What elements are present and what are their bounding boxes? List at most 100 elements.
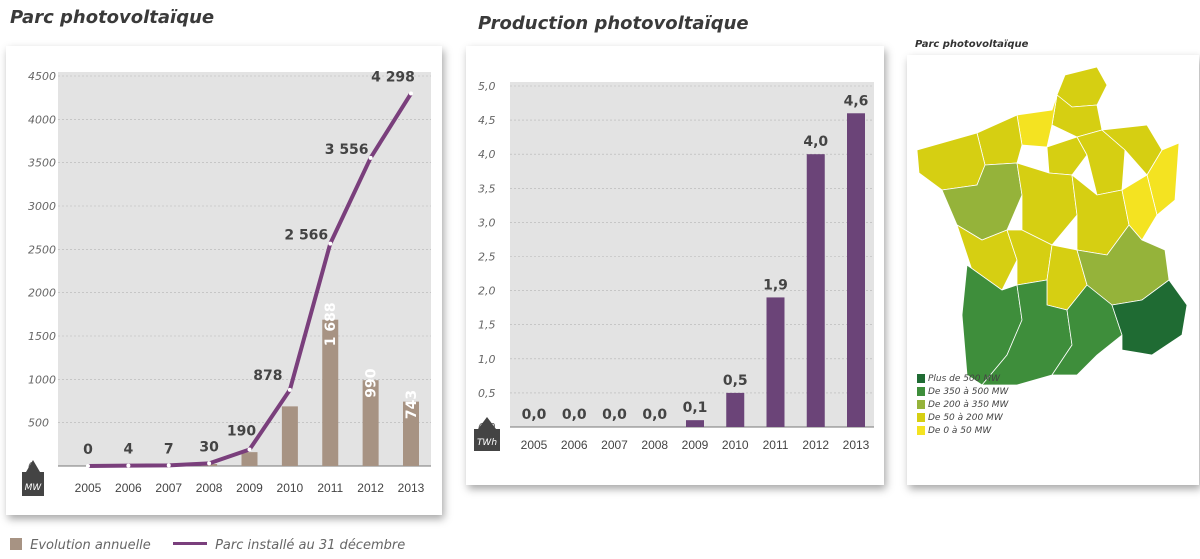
map-title: Parc photovoltaïque (915, 39, 1029, 50)
production-chart-panel: 5,0 4,5 4,0 3,5 3,0 2,5 2,0 1,5 1,0 0,5 0,0 0,0 0,0 0… (466, 46, 884, 485)
map-panel: Parc photovoltaïque Plus de 500 MW De 350… (907, 39, 1199, 485)
x-tick-label: 2008 (196, 481, 223, 495)
map-legend-swatch (917, 374, 925, 383)
map-legend-label: De 350 à 500 MW (928, 386, 1009, 397)
x-tick-label: 2007 (155, 481, 182, 495)
unit-badge (474, 429, 500, 451)
line-value-label: 7 (164, 441, 174, 457)
bar-evolution (403, 401, 419, 466)
x-tick-label: 2006 (561, 438, 588, 452)
map-legend-swatch (917, 387, 925, 396)
bar-value-label: 1 688 (323, 302, 339, 346)
line-value-label: 878 (253, 368, 282, 384)
bar-value-label: 743 (404, 390, 420, 419)
legend-bar-swatch (10, 538, 22, 550)
y-tick-label: 2,0 (478, 285, 496, 298)
bar-value-label: 4,0 (803, 134, 828, 150)
line-point (207, 461, 212, 466)
x-tick-label: 2009 (236, 481, 263, 495)
map-legend-item: De 0 à 50 MW (917, 425, 1008, 436)
map-region-franche-comte (1121, 174, 1158, 241)
unit-badge (22, 472, 44, 496)
y-tick-label: 2500 (28, 243, 56, 256)
bar-evolution (322, 319, 339, 466)
bar-evolution (362, 380, 379, 466)
legend-line-label: Parc installé au 31 décembre (215, 538, 406, 553)
x-tick-label: 2005 (521, 438, 548, 452)
map-legend-swatch (917, 413, 925, 422)
y-tick-label: 1000 (28, 373, 56, 386)
y-tick-label: 3,0 (478, 216, 496, 229)
x-tick-label: 2011 (317, 481, 343, 495)
x-tick-label: 2009 (682, 438, 709, 452)
y-tick-label: 5,0 (478, 80, 496, 93)
map-region-centre (1016, 162, 1078, 246)
unit-badge-arrow (478, 417, 496, 429)
parc-legend: Evolution annuelle Parc installé au 31 d… (10, 538, 405, 558)
y-tick-label: 1500 (28, 330, 56, 343)
map-legend-item: De 50 à 200 MW (917, 412, 1008, 423)
bar-value-label: 990 (364, 368, 380, 397)
line-point (287, 387, 292, 392)
x-tick-label: 2012 (802, 438, 829, 452)
y-tick-label: 1,5 (478, 319, 496, 332)
line-point (409, 91, 413, 96)
x-tick-label: 2008 (641, 438, 668, 452)
line-point (86, 464, 90, 468)
y-tick-label: 4,0 (478, 148, 496, 161)
map-region-paca (1111, 279, 1188, 356)
x-tick-label: 2005 (75, 481, 102, 495)
y-tick-label: 2000 (28, 287, 56, 300)
map-legend-label: De 0 à 50 MW (928, 425, 992, 436)
bar-production (847, 113, 865, 427)
map-region-languedoc (1051, 284, 1123, 376)
map-legend-swatch (917, 400, 925, 409)
bar-value-label: 0,0 (642, 407, 667, 423)
line-value-label: 4 (124, 442, 134, 458)
line-point (247, 447, 252, 452)
y-tick-label: 3,5 (478, 182, 496, 195)
map-legend-item: Plus de 500 MW (917, 373, 1008, 384)
map-legend-item: De 200 à 350 MW (917, 399, 1008, 410)
bar-value-label: 0,5 (723, 373, 748, 389)
x-tick-label: 2013 (398, 481, 425, 495)
map-region-idf (1046, 136, 1088, 176)
map-legend-label: Plus de 500 MW (928, 373, 1000, 384)
x-tick-label: 2013 (843, 438, 870, 452)
y-tick-label: 4500 (28, 70, 56, 83)
parc-chart-panel: 4500 4000 3500 3000 2500 2000 1500 1000 500 0 1 68… (6, 46, 442, 515)
map-region-alsace (1146, 142, 1180, 216)
parc-chart-title: Parc photovoltaïque (10, 7, 215, 28)
unit-label: MW (25, 483, 43, 493)
map-region-bretagne (916, 132, 986, 191)
bar-value-label: 0,0 (602, 407, 627, 423)
y-tick-label: 0,5 (478, 387, 496, 400)
map-legend-label: De 200 à 350 MW (928, 399, 1009, 410)
map-legend-swatch (917, 426, 925, 435)
map-region-poitou (956, 224, 1018, 291)
parc-chart: 4500 4000 3500 3000 2500 2000 1500 1000 500 0 1 68… (22, 70, 431, 496)
bar-value-label: 0,0 (522, 407, 547, 423)
bar-production (766, 297, 785, 427)
legend-bar-label: Evolution annuelle (30, 538, 151, 553)
line-value-label: 3 556 (325, 142, 369, 158)
bar-value-label: 1,9 (763, 277, 788, 293)
y-tick-label: 3000 (28, 200, 56, 213)
bar-production (686, 420, 704, 427)
y-tick-label: 500 (28, 417, 49, 430)
production-chart-title: Production photovoltaïque (478, 13, 749, 34)
line-value-label: 2 566 (284, 228, 328, 244)
line-point (166, 463, 171, 468)
line-point (126, 463, 131, 468)
legend-line-swatch (172, 542, 207, 545)
map-legend: Plus de 500 MW De 350 à 500 MW De 200 à 35… (917, 373, 1008, 438)
line-value-label: 30 (199, 439, 219, 455)
map-region-normandie-haute (1016, 94, 1058, 148)
production-chart: 5,0 4,5 4,0 3,5 3,0 2,5 2,0 1,5 1,0 0,5 0,0 0,0 0,0 0… (474, 80, 874, 452)
unit-badge-arrow (26, 460, 40, 472)
y-tick-label: 3500 (28, 157, 56, 170)
unit-label: TWh (477, 438, 497, 448)
x-tick-label: 2010 (722, 438, 749, 452)
x-tick-label: 2011 (763, 438, 789, 452)
france-map (916, 66, 1188, 386)
